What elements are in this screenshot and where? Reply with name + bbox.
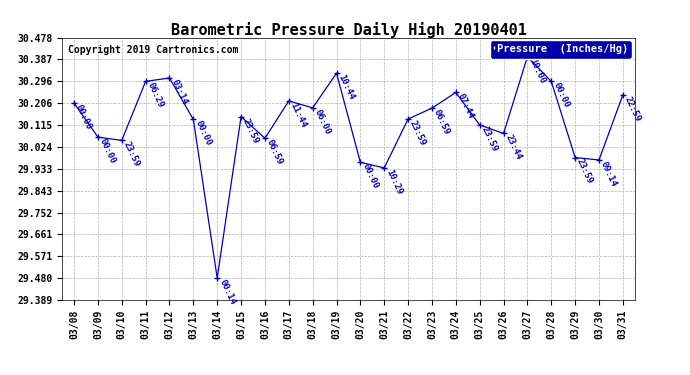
Text: 23:59: 23:59 <box>121 140 141 169</box>
Text: 23:59: 23:59 <box>408 119 428 147</box>
Text: 09:14: 09:14 <box>599 160 618 188</box>
Text: 10:44: 10:44 <box>337 73 356 101</box>
Text: 06:59: 06:59 <box>432 108 451 136</box>
Legend: Pressure  (Inches/Hg): Pressure (Inches/Hg) <box>490 40 632 58</box>
Text: 23:59: 23:59 <box>241 117 261 145</box>
Text: 00:00: 00:00 <box>193 120 213 148</box>
Title: Barometric Pressure Daily High 20190401: Barometric Pressure Daily High 20190401 <box>170 21 526 38</box>
Text: 00:14: 00:14 <box>217 278 237 306</box>
Text: 00:00: 00:00 <box>360 162 380 190</box>
Text: Copyright 2019 Cartronics.com: Copyright 2019 Cartronics.com <box>68 45 238 56</box>
Text: 00:00: 00:00 <box>74 103 94 131</box>
Text: 00:00: 00:00 <box>98 137 117 165</box>
Text: 23:59: 23:59 <box>575 158 595 186</box>
Text: 06:00: 06:00 <box>313 108 332 136</box>
Text: 10:29: 10:29 <box>384 168 404 196</box>
Text: 06:29: 06:29 <box>146 81 165 110</box>
Text: 10:00: 10:00 <box>527 57 547 85</box>
Text: 07:44: 07:44 <box>456 93 475 121</box>
Text: 11:44: 11:44 <box>289 101 308 129</box>
Text: 23:44: 23:44 <box>504 134 523 162</box>
Text: 06:59: 06:59 <box>265 138 284 166</box>
Text: 22:59: 22:59 <box>623 95 642 123</box>
Text: 03:14: 03:14 <box>170 78 189 106</box>
Text: 23:59: 23:59 <box>480 125 499 153</box>
Text: 00:00: 00:00 <box>551 81 571 110</box>
